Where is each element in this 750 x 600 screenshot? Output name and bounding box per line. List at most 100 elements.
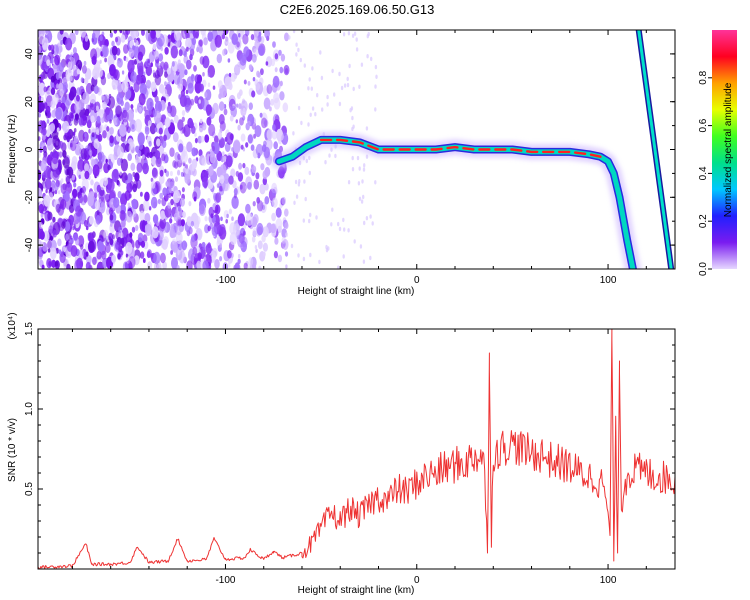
noise-speckle <box>183 124 191 137</box>
noise-speckle <box>247 181 252 190</box>
noise-speckle <box>56 83 59 89</box>
noise-speckle <box>127 59 135 73</box>
noise-speckle <box>274 114 280 123</box>
noise-speckle <box>41 37 49 50</box>
noise-speckle <box>198 39 204 47</box>
noise-speckle <box>271 130 278 140</box>
noise-speckle <box>108 236 112 241</box>
noise-speckle <box>151 180 156 189</box>
noise-speckle <box>102 130 107 139</box>
noise-speckle <box>220 216 223 222</box>
noise-speckle <box>217 30 224 37</box>
noise-speckle-faint <box>308 77 311 82</box>
noise-speckle <box>211 226 218 237</box>
noise-speckle <box>84 170 90 180</box>
noise-speckle <box>45 129 51 137</box>
noise-speckle <box>109 214 114 221</box>
noise-speckle <box>228 72 232 78</box>
trace-layer <box>271 30 675 269</box>
noise-speckle <box>59 140 64 149</box>
noise-speckle <box>266 129 273 141</box>
noise-speckle <box>258 265 262 269</box>
noise-speckle <box>164 71 168 78</box>
noise-speckle <box>159 174 165 185</box>
noise-speckle <box>227 250 232 259</box>
noise-speckle-faint <box>374 107 377 112</box>
noise-speckle-faint <box>297 253 300 258</box>
noise-speckle <box>52 135 60 148</box>
noise-speckle <box>140 251 145 259</box>
noise-speckle <box>282 102 289 113</box>
top-y-tick-label: 40 <box>24 48 35 60</box>
noise-speckle <box>156 262 162 269</box>
noise-speckle <box>247 120 251 127</box>
noise-speckle-faint <box>365 126 369 131</box>
noise-speckle <box>78 174 82 179</box>
noise-speckle <box>80 30 87 38</box>
noise-speckle <box>86 104 89 109</box>
noise-speckle <box>248 64 252 69</box>
noise-speckle <box>123 44 129 54</box>
noise-speckle <box>191 125 196 134</box>
noise-speckle-faint <box>362 259 366 264</box>
noise-speckle <box>160 46 163 52</box>
noise-speckle <box>55 203 61 213</box>
noise-speckle <box>193 65 197 72</box>
noise-speckle <box>201 171 205 177</box>
top-x-axis-label: Height of straight line (km) <box>298 286 415 297</box>
noise-speckle <box>117 79 121 86</box>
noise-speckle <box>91 150 96 157</box>
noise-speckle <box>199 83 204 92</box>
noise-speckle <box>48 192 54 201</box>
noise-speckle <box>134 172 140 182</box>
noise-speckle <box>107 72 111 80</box>
noise-speckle <box>169 105 177 118</box>
noise-speckle-faint <box>308 170 311 176</box>
noise-speckle <box>172 242 178 251</box>
main-trace-glow <box>271 131 641 269</box>
noise-speckle <box>260 68 264 76</box>
noise-speckle <box>164 81 167 87</box>
noise-speckle <box>115 241 120 250</box>
noise-speckle <box>91 32 96 39</box>
noise-speckle-faint <box>292 30 296 34</box>
noise-speckle <box>138 142 144 150</box>
noise-speckle <box>47 211 53 221</box>
noise-speckle <box>59 46 63 53</box>
noise-speckle-faint <box>363 163 366 168</box>
noise-speckle <box>247 264 253 269</box>
noise-speckle-faint <box>369 255 372 261</box>
noise-speckle-faint <box>303 63 306 68</box>
noise-speckle <box>90 159 95 166</box>
noise-speckle <box>152 214 159 224</box>
noise-speckle <box>198 149 203 157</box>
noise-speckle <box>142 199 150 211</box>
noise-speckle <box>106 125 110 132</box>
noise-speckle-faint <box>326 102 329 107</box>
noise-speckle <box>222 151 225 156</box>
noise-speckle <box>225 132 234 145</box>
noise-speckle-faint <box>361 179 364 184</box>
noise-speckle <box>88 216 94 225</box>
noise-speckle <box>72 131 76 137</box>
noise-speckle-faint <box>370 56 373 62</box>
noise-speckle <box>229 115 234 122</box>
noise-speckle-faint <box>297 182 301 187</box>
noise-speckle <box>74 30 79 36</box>
noise-speckle <box>270 223 277 234</box>
top-x-tick-label: 100 <box>600 275 617 286</box>
noise-speckle <box>94 200 100 210</box>
noise-speckle <box>165 170 170 177</box>
noise-speckle <box>225 155 233 168</box>
noise-speckle-faint <box>303 179 306 184</box>
noise-speckle <box>280 53 286 62</box>
noise-speckle <box>207 225 211 232</box>
noise-speckle <box>39 77 42 83</box>
noise-speckle <box>148 206 152 211</box>
noise-speckle <box>203 180 208 189</box>
noise-speckle <box>252 77 256 82</box>
noise-speckle <box>62 156 70 169</box>
noise-speckle <box>122 261 129 269</box>
noise-speckle <box>104 57 107 63</box>
noise-speckle <box>152 43 157 50</box>
